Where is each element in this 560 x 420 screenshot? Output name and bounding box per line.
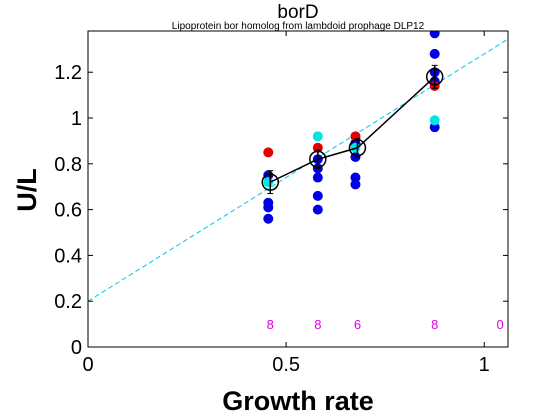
replicate-count-label: 8 [267,317,274,332]
replicate-count-label: 8 [431,317,438,332]
chart-subtitle: Lipoprotein bor homolog from lambdoid pr… [172,21,425,32]
data-point-cyan [313,131,323,141]
y-tick-label: 0.4 [54,245,82,267]
chart-title: borD [277,2,318,23]
x-tick-label: 0.5 [272,354,300,376]
y-axis-label: U/L [12,168,42,212]
y-tick-label: 1.2 [54,62,82,84]
data-point-blue [313,173,323,183]
y-tick-label: 1 [71,108,82,130]
replicate-count-label: 6 [354,317,361,332]
data-point-blue [313,205,323,215]
x-tick-label: 1 [479,354,490,376]
x-axis-label: Growth rate [222,386,374,416]
data-point-blue [313,191,323,201]
data-point-blue [263,214,273,224]
y-tick-label: 0.2 [54,291,82,313]
y-tick-label: 0.6 [54,200,82,222]
replicate-count-label: 0 [496,317,503,332]
data-point-blue [430,28,440,38]
data-point-cyan [430,115,440,125]
x-tick-label: 0 [82,354,93,376]
data-point-blue [430,49,440,59]
fit-line [88,39,508,301]
data-point-red [263,147,273,157]
mean-trend-line [270,77,434,182]
data-point-blue [350,173,360,183]
y-tick-label: 0 [71,337,82,359]
replicate-count-label: 8 [314,317,321,332]
y-tick-label: 0.8 [54,154,82,176]
data-point-blue [263,198,273,208]
